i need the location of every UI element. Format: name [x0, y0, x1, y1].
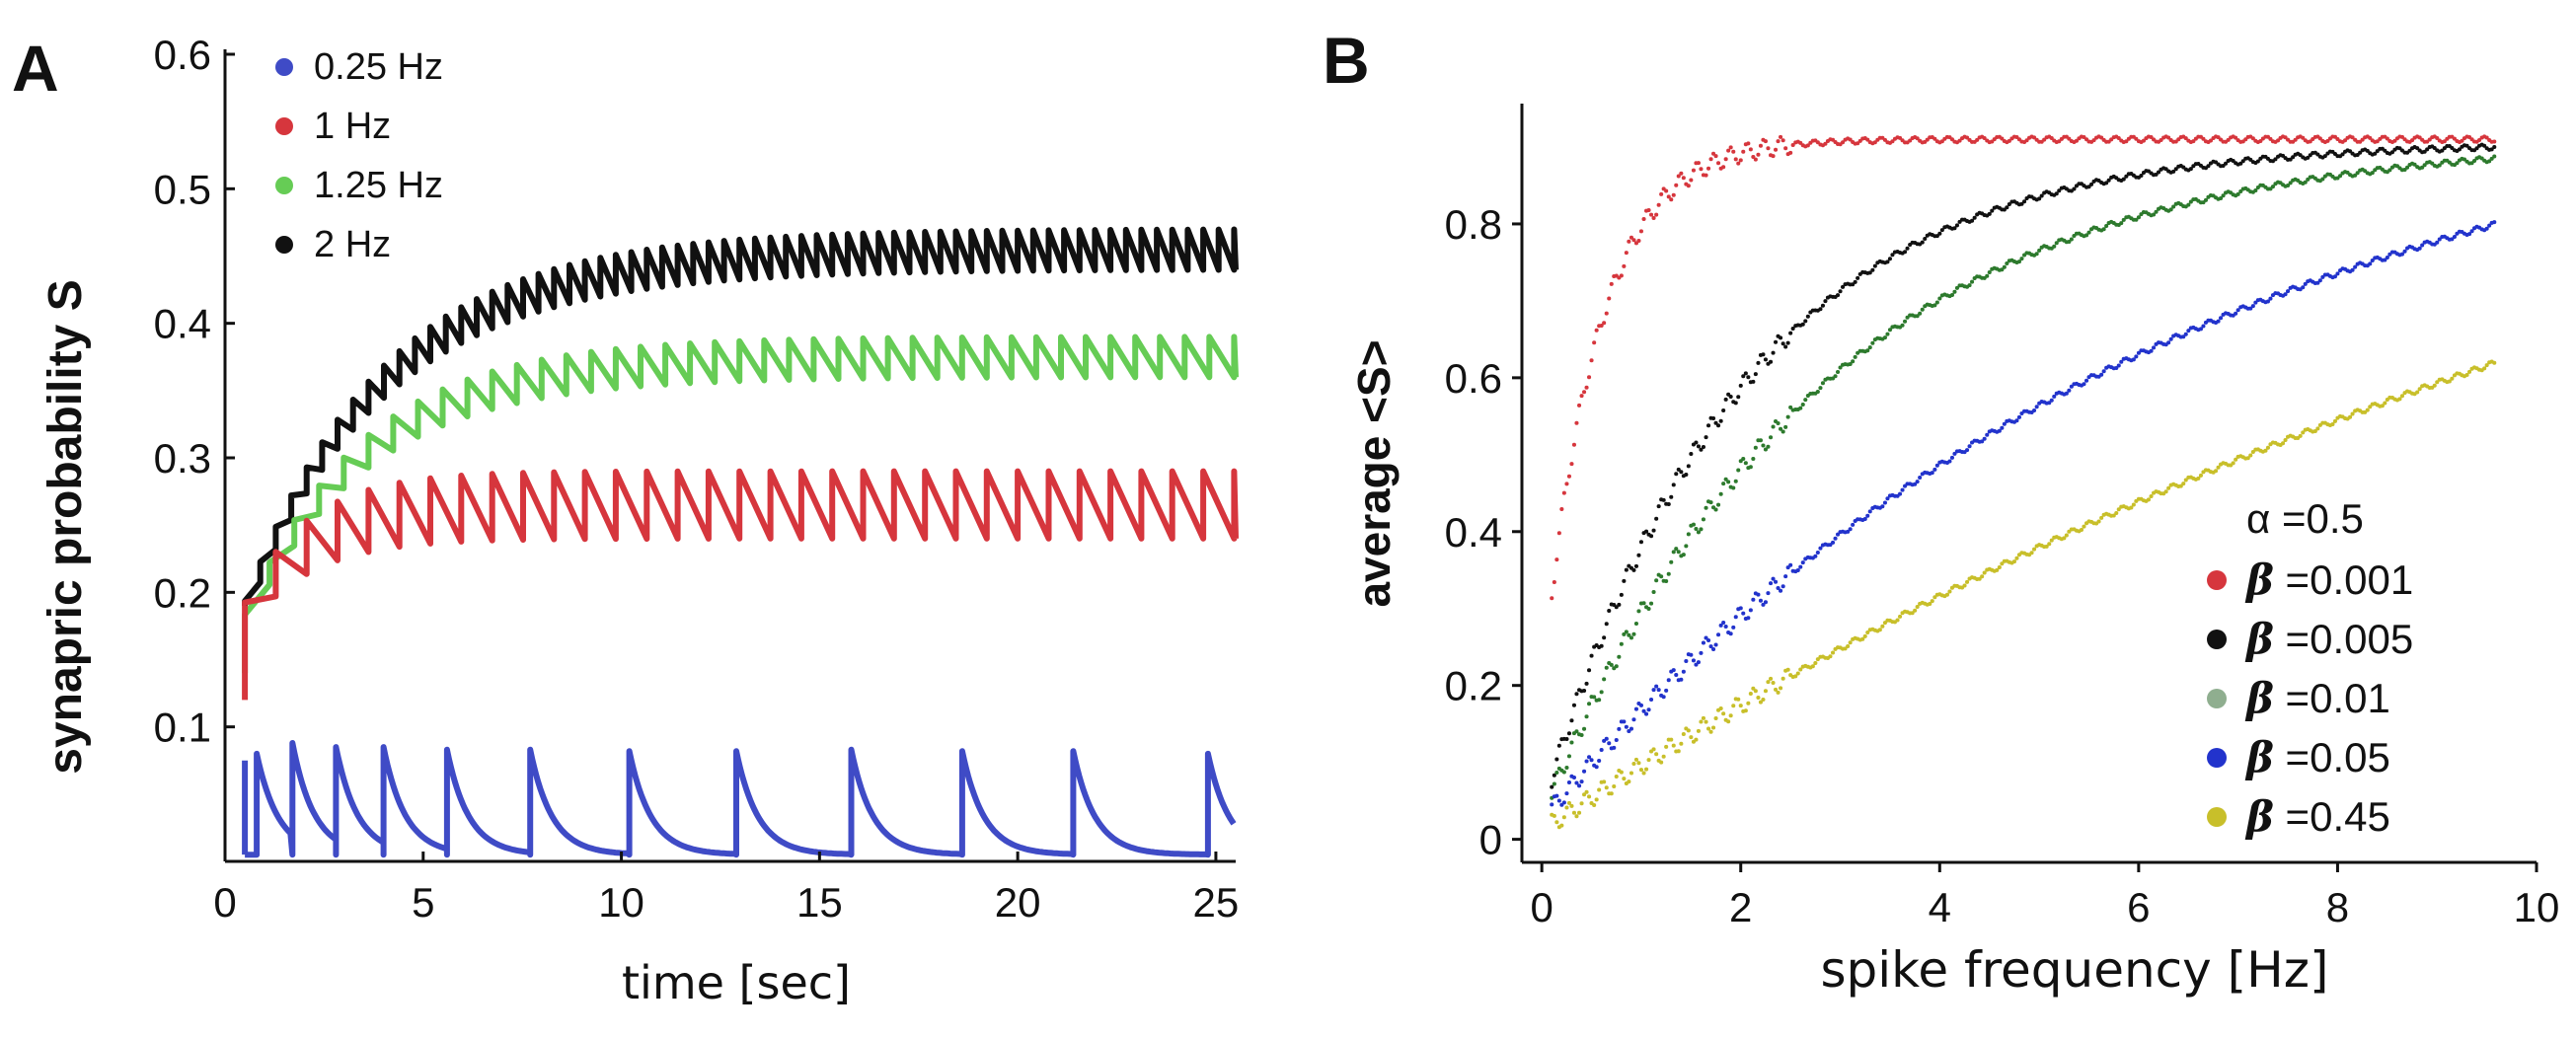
panel-a-x-tick-label: 20	[995, 879, 1041, 926]
panel-b-x-tick-label: 8	[2326, 884, 2349, 930]
legend-marker	[275, 236, 293, 254]
panel-a-x-tick-label: 10	[598, 879, 644, 926]
legend-label: β =0.45	[2244, 792, 2390, 841]
legend-value: =0.001	[2274, 557, 2413, 603]
series-line-2-hz	[242, 226, 1239, 606]
legend-label: 1.25 Hz	[314, 165, 443, 206]
panel-b-x-axis-title: spike frequency [Hz]	[1820, 941, 2328, 999]
legend-value: =0.45	[2274, 793, 2390, 840]
scatter-points	[1550, 142, 2497, 789]
panel-a-y-axis-title: synapric probability S	[39, 279, 92, 774]
panel-b-axes: 0 2 4 6 8 10 0 0.2 0.4 0.6 0.8	[1445, 104, 2560, 930]
legend-beta-symbol: β	[2244, 674, 2274, 722]
scatter-series-0	[1550, 134, 2497, 601]
scatter-series-3	[1550, 220, 2497, 807]
legend-label: β =0.005	[2244, 615, 2413, 663]
legend-marker	[2207, 630, 2227, 649]
panel-a: A 0 5 10 15 20 25 0.1 0.2 0.3 0.4 0.5 0.6 0.25 Hz 1 …	[12, 32, 1239, 1009]
panel-a-label: A	[12, 32, 59, 105]
panel-a-y-tick-label: 0.5	[154, 166, 211, 212]
panel-b-x-tick-label: 6	[2127, 884, 2150, 930]
legend-value: =0.01	[2274, 675, 2390, 721]
legend-value: =0.05	[2274, 734, 2390, 780]
legend-beta-symbol: β	[2244, 556, 2274, 604]
legend-label: 0.25 Hz	[314, 46, 443, 88]
legend-beta-symbol: β	[2244, 733, 2274, 781]
scatter-series-1	[1550, 142, 2497, 789]
panel-a-series	[242, 226, 1239, 858]
panel-a-x-tick-label: 0	[213, 879, 236, 926]
panel-a-y-tick-label: 0.6	[154, 32, 211, 78]
panel-b-label: B	[1323, 24, 1370, 97]
legend-marker	[2207, 689, 2227, 708]
scatter-points	[1550, 154, 2497, 800]
series-line-0-25-hz	[245, 740, 1237, 858]
legend-beta-symbol: β	[2244, 615, 2274, 663]
panel-b-y-tick-label: 0.8	[1445, 201, 1502, 248]
panel-a-axes: 0 5 10 15 20 25 0.1 0.2 0.3 0.4 0.5 0.6	[154, 32, 1240, 926]
legend-marker	[2207, 807, 2227, 827]
legend-beta-symbol: β	[2244, 792, 2274, 841]
legend-value: =0.005	[2274, 616, 2413, 662]
legend-label: 2 Hz	[314, 224, 391, 265]
legend-marker	[2207, 748, 2227, 768]
panel-b-x-tick-label: 2	[1729, 884, 1752, 930]
panel-a-x-tick-label: 5	[412, 879, 434, 926]
legend-label: β =0.001	[2244, 556, 2413, 604]
panel-b-x-tick-label: 0	[1530, 884, 1553, 930]
panel-b-series	[1550, 134, 2497, 830]
panel-a-y-tick-label: 0.4	[154, 301, 211, 347]
legend-marker	[275, 177, 293, 194]
legend-marker	[275, 58, 293, 76]
panel-a-y-tick-label: 0.2	[154, 569, 211, 616]
panel-a-x-axis-title: time [sec]	[622, 956, 851, 1009]
panel-b-x-tick-label: 10	[2514, 884, 2560, 930]
panel-b-y-tick-label: 0.6	[1445, 355, 1502, 402]
legend-label: β =0.01	[2244, 674, 2390, 722]
panel-a-y-tick-label: 0.1	[154, 705, 211, 751]
legend-alpha: α =0.5	[2246, 495, 2364, 542]
panel-b-x-tick-label: 4	[1929, 884, 1951, 930]
panel-a-y-tick-label: 0.3	[154, 435, 211, 482]
panel-b-y-tick-label: 0	[1479, 817, 1502, 863]
panel-a-legend: 0.25 Hz 1 Hz 1.25 Hz 2 Hz	[275, 46, 443, 265]
panel-a-x-tick-label: 25	[1193, 879, 1240, 926]
series-line-1-hz	[242, 468, 1239, 701]
scatter-points	[1550, 134, 2497, 601]
legend-label: 1 Hz	[314, 106, 391, 147]
panel-b-y-tick-label: 0.2	[1445, 663, 1502, 709]
panel-b-y-axis-title: average <S>	[1348, 339, 1400, 607]
scatter-points	[1550, 220, 2497, 807]
scatter-series-2	[1550, 154, 2497, 800]
legend-marker	[275, 117, 293, 135]
scatter-series-4	[1550, 359, 2497, 830]
scatter-points	[1550, 359, 2497, 830]
legend-marker	[2207, 570, 2227, 590]
panel-a-x-tick-label: 15	[796, 879, 843, 926]
series-line-1-25-hz	[242, 334, 1239, 674]
legend-label: β =0.05	[2244, 733, 2390, 781]
panel-b-y-tick-label: 0.4	[1445, 509, 1502, 556]
